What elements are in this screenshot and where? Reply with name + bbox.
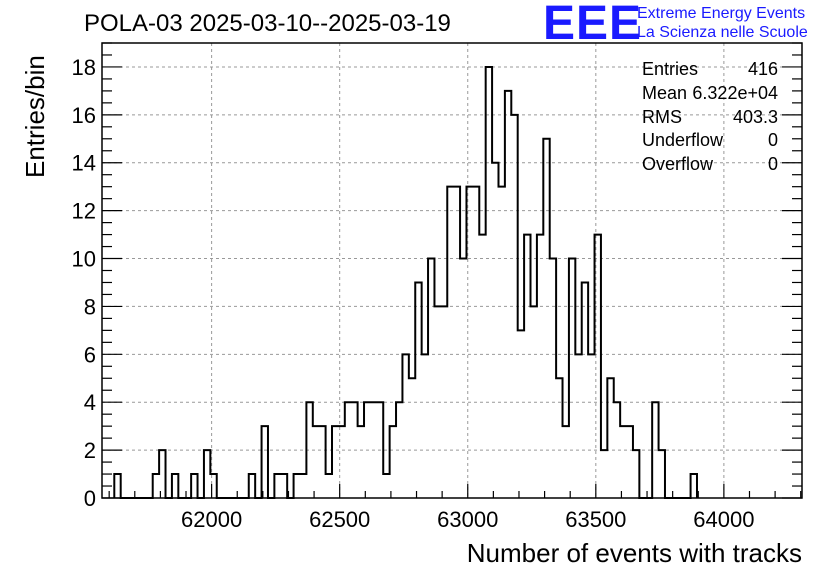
histogram-bin xyxy=(588,354,594,498)
histogram-bin xyxy=(575,354,581,498)
histogram-bin xyxy=(460,259,466,498)
logo-line-2: La Scienza nelle Scuole xyxy=(637,24,808,41)
stats-entries-value: 416 xyxy=(747,59,778,79)
eee-logo: EEE xyxy=(543,0,643,50)
y-tick-label: 14 xyxy=(72,151,96,176)
stats-underflow-label: Underflow xyxy=(642,130,724,151)
y-tick-label: 16 xyxy=(72,103,96,128)
histogram-bin xyxy=(498,187,504,498)
histogram-bin xyxy=(300,474,306,498)
stats-row-underflow: Underflow 0 xyxy=(642,129,778,153)
stats-mean-label: Mean xyxy=(642,82,688,103)
y-tick-label: 18 xyxy=(72,55,96,80)
y-tick-label: 0 xyxy=(84,486,96,511)
histogram-bars xyxy=(113,65,698,499)
stats-row-entries: Entries 416 xyxy=(642,58,778,82)
stats-box: Entries 416 Mean 6.322e+04 RMS 403.3 Und… xyxy=(642,58,778,177)
y-axis-label: Entries/bin xyxy=(20,55,50,178)
x-tick-label: 63500 xyxy=(565,507,626,532)
y-tick-label: 2 xyxy=(84,438,96,463)
histogram-bin xyxy=(479,235,485,498)
stats-overflow-value: 0 xyxy=(767,154,778,175)
stats-rms-value: 403.3 xyxy=(732,106,778,127)
x-tick-label: 62500 xyxy=(309,507,370,532)
histogram-bin xyxy=(409,378,415,498)
histogram-bin xyxy=(601,450,607,498)
histogram-outline xyxy=(113,65,698,499)
stats-row-mean: Mean 6.322e+04 xyxy=(642,82,778,106)
y-tick-label: 12 xyxy=(72,199,96,224)
stats-overflow-label: Overflow xyxy=(642,154,714,175)
histogram-bin xyxy=(492,163,498,498)
x-tick-label: 63000 xyxy=(437,507,498,532)
y-tick-label: 10 xyxy=(72,247,96,272)
stats-mean-value: 6.322e+04 xyxy=(692,82,778,103)
stats-rms-label: RMS xyxy=(642,106,682,127)
grid-lines xyxy=(102,43,802,498)
x-axis-label: Number of events with tracks xyxy=(466,538,802,568)
x-tick-label: 62000 xyxy=(181,507,242,532)
chart-title: POLA-03 2025-03-10--2025-03-19 xyxy=(84,10,451,37)
logo-line-1: Extreme Energy Events xyxy=(637,5,806,22)
histogram-bin xyxy=(563,426,569,498)
axis-tick-labels: 62000 62500 63000 63500 64000 0 2 4 6 8 10 12 14 16 18 xyxy=(72,55,755,532)
histogram-bin xyxy=(518,330,524,498)
histogram-bin xyxy=(383,474,389,498)
axis-ticks xyxy=(102,42,802,499)
y-tick-label: 6 xyxy=(84,342,96,367)
stats-row-rms: RMS 403.3 xyxy=(642,106,778,130)
y-tick-label: 8 xyxy=(84,294,96,319)
stats-underflow-value: 0 xyxy=(767,130,778,151)
stats-entries-label: Entries xyxy=(642,59,699,79)
y-tick-label: 4 xyxy=(84,390,96,415)
logo-caption: Extreme Energy Events La Scienza nelle S… xyxy=(637,4,808,42)
histogram-bin xyxy=(620,426,626,498)
stats-row-overflow: Overflow 0 xyxy=(642,153,778,177)
histogram-bin xyxy=(313,426,319,498)
histogram-bin xyxy=(358,426,364,498)
histogram-bin xyxy=(422,354,428,498)
histogram-bin xyxy=(326,474,332,498)
x-tick-label: 64000 xyxy=(693,507,754,532)
